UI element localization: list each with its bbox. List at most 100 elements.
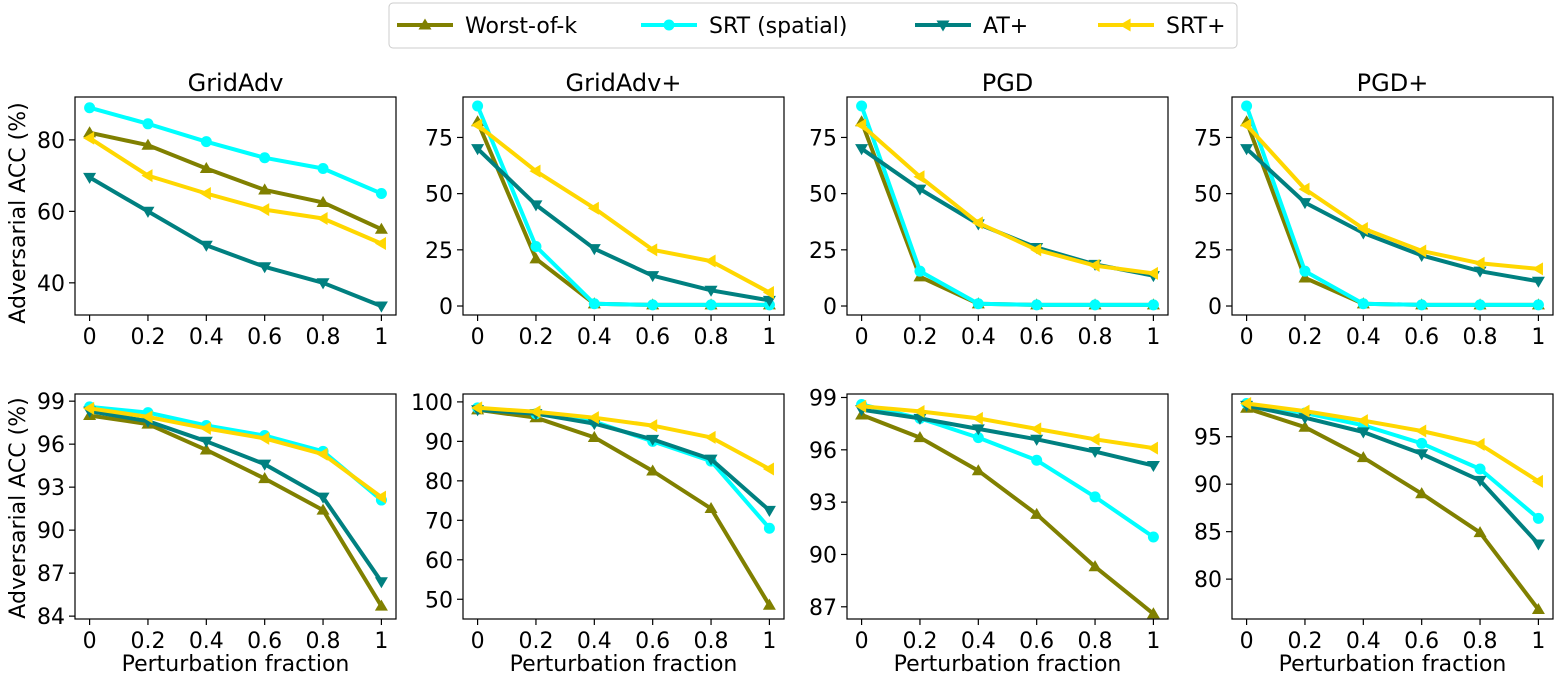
point-srt-3 (646, 243, 658, 257)
point-at-5 (762, 505, 776, 517)
point-srt-2 (199, 421, 211, 435)
y-tick-label: 96 (37, 433, 65, 458)
point-srt-spatial-5 (1147, 299, 1159, 311)
point-worst-of-k-5 (762, 598, 776, 610)
y-tick-label: 70 (425, 509, 453, 534)
series-line-srt-spatial (477, 405, 771, 530)
y-tick-label: 50 (809, 183, 837, 208)
panel-1-3: 0 0.2 0.4 0.6 0.8 1 80 85 90 95 Perturbation fract… (1194, 393, 1554, 677)
panel-0-1: GridAdv+ 0 0.2 0.4 0.6 0.8 1 0 25 50 75 (425, 69, 785, 350)
point-srt-4 (316, 447, 328, 461)
legend-entry-at: AT+ (915, 14, 1028, 39)
point-worst-of-k-4 (316, 503, 330, 515)
y-tick-label: 85 (1194, 521, 1222, 546)
series-line-srt (88, 136, 383, 246)
x-tick-label: 1 (374, 629, 388, 654)
x-tick-label: 0.8 (306, 325, 341, 350)
series-line-srt (860, 123, 1154, 276)
series-line-worst-of-k (89, 413, 384, 608)
series-line-at (1246, 403, 1540, 546)
point-srt-spatial-5 (1147, 531, 1159, 543)
series-line-at (1245, 147, 1539, 284)
x-tick-label: 0.6 (1404, 629, 1439, 654)
point-srt-1 (529, 164, 541, 178)
x-tick-label: 1 (1146, 325, 1160, 350)
panel-0-3: PGD+ 0 0.2 0.4 0.6 0.8 1 0 25 50 75 (1194, 69, 1554, 350)
point-worst-of-k-2 (199, 443, 213, 455)
x-tick-label: 0.2 (130, 325, 165, 350)
point-srt-1 (529, 405, 541, 419)
x-tick-label: 0.6 (1019, 325, 1054, 350)
axes-frame (846, 96, 1169, 316)
y-tick-label: 75 (809, 126, 837, 151)
y-tick-label: 50 (1194, 183, 1222, 208)
point-at-4 (1473, 266, 1487, 278)
y-tick-label: 75 (425, 126, 453, 151)
point-srt-spatial-4 (1089, 299, 1101, 311)
series-line-srt-spatial (89, 105, 383, 196)
point-at-5 (374, 301, 388, 313)
point-srt-3 (258, 203, 270, 217)
y-tick-label: 60 (425, 549, 453, 574)
point-worst-of-k-1 (913, 431, 927, 443)
point-worst-of-k-5 (1146, 607, 1160, 619)
series-line-srt (477, 405, 771, 471)
point-srt-spatial-3 (1416, 437, 1428, 449)
point-at-4 (704, 454, 718, 466)
series-srt (83, 131, 386, 251)
row-ylabel-top: Adversarial ACC (%) (6, 102, 31, 323)
point-worst-of-k-5 (1531, 603, 1545, 615)
series-srt-spatial (856, 398, 1159, 543)
y-tick-label: 25 (425, 239, 453, 264)
point-srt-spatial-1 (1299, 265, 1311, 277)
point-srt-0 (855, 399, 867, 413)
y-tick-label: 84 (37, 605, 65, 630)
point-srt-spatial-2 (972, 432, 984, 444)
series-line-srt-spatial (1244, 105, 1539, 307)
point-srt-spatial-4 (1474, 299, 1486, 311)
y-tick-label: 50 (425, 183, 453, 208)
point-srt-3 (1415, 244, 1427, 258)
x-tick-label: 0 (83, 325, 97, 350)
x-tick-label: 0 (855, 325, 869, 350)
series-line-at (860, 147, 1154, 278)
point-srt-1 (1298, 182, 1310, 196)
series-at (855, 405, 1160, 473)
point-at-1 (1298, 198, 1312, 210)
point-at-3 (1030, 434, 1044, 446)
series-worst-of-k (855, 408, 1160, 619)
point-srt-spatial-2 (588, 298, 600, 310)
point-at-1 (913, 184, 927, 196)
point-srt-spatial-1 (530, 240, 542, 252)
point-at-4 (1473, 475, 1487, 487)
axes-frame (1231, 96, 1554, 316)
y-tick-label: 90 (809, 543, 837, 568)
point-srt-0 (1240, 118, 1252, 132)
series-worst-of-k (471, 403, 776, 610)
point-srt-spatial-0 (1241, 100, 1253, 112)
point-srt-spatial-3 (647, 299, 659, 311)
panel-0-0: GridAdv 0 0.2 0.4 0.6 0.8 1 40 60 80 (37, 69, 397, 350)
point-srt-spatial-0 (84, 102, 96, 114)
y-tick-label: 90 (425, 430, 453, 455)
point-srt-spatial-4 (705, 299, 717, 311)
point-worst-of-k-3 (258, 472, 272, 484)
y-tick-label: 80 (37, 129, 65, 154)
series-at (83, 172, 388, 313)
series-worst-of-k (83, 408, 388, 611)
point-srt-3 (258, 431, 270, 445)
point-srt-3 (1030, 422, 1042, 436)
x-tick-label: 0.4 (189, 325, 224, 350)
axes-frame (462, 393, 785, 620)
series-line-at (477, 407, 771, 512)
point-at-2 (587, 244, 601, 256)
x-tick-label: 1 (762, 325, 776, 350)
x-tick-label: 0 (1240, 629, 1254, 654)
y-tick-label: 75 (1194, 126, 1222, 151)
series-at (471, 144, 776, 307)
point-srt-1 (1298, 404, 1310, 418)
point-worst-of-k-4 (316, 195, 330, 207)
legend-marker-srt (1119, 18, 1131, 32)
point-worst-of-k-3 (646, 464, 660, 476)
point-srt-2 (587, 201, 599, 215)
